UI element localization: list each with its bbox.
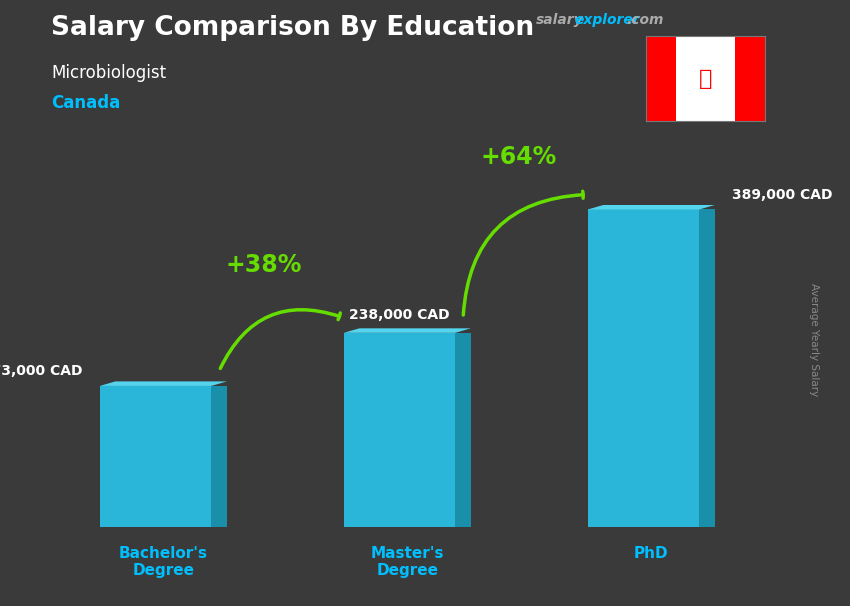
Polygon shape <box>212 386 227 527</box>
Text: 173,000 CAD: 173,000 CAD <box>0 364 82 378</box>
Polygon shape <box>456 333 471 527</box>
Polygon shape <box>99 381 227 386</box>
Bar <box>735 36 765 121</box>
Bar <box>343 333 456 527</box>
Polygon shape <box>700 210 715 527</box>
Text: Salary Comparison By Education: Salary Comparison By Education <box>51 15 534 41</box>
Text: .com: .com <box>626 13 664 27</box>
Text: salary: salary <box>536 13 583 27</box>
Polygon shape <box>587 205 715 210</box>
Text: PhD: PhD <box>634 546 669 561</box>
Polygon shape <box>343 328 471 333</box>
Bar <box>587 210 700 527</box>
Text: 🍁: 🍁 <box>699 68 712 89</box>
Text: explorer: explorer <box>575 13 640 27</box>
Text: Microbiologist: Microbiologist <box>51 64 166 82</box>
Text: Average Yearly Salary: Average Yearly Salary <box>809 283 819 396</box>
Bar <box>646 36 676 121</box>
Text: 389,000 CAD: 389,000 CAD <box>733 188 833 202</box>
Text: Master's
Degree: Master's Degree <box>371 546 444 578</box>
Text: 238,000 CAD: 238,000 CAD <box>349 308 450 322</box>
Text: Canada: Canada <box>51 94 120 112</box>
Text: Bachelor's
Degree: Bachelor's Degree <box>119 546 208 578</box>
Bar <box>99 386 212 527</box>
Text: +64%: +64% <box>480 145 557 169</box>
Text: +38%: +38% <box>226 253 303 277</box>
